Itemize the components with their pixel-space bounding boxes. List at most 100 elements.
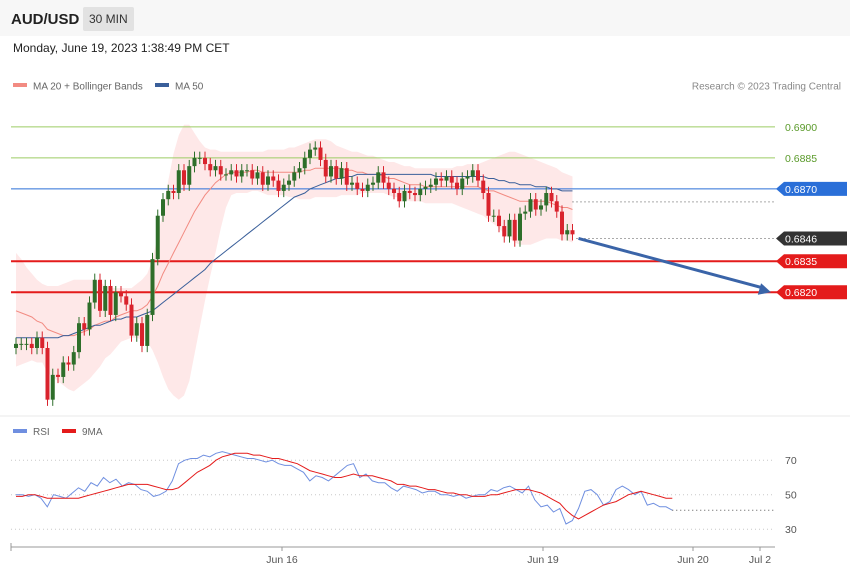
- candlestick: [14, 337, 18, 355]
- candle-body-bull: [145, 314, 150, 346]
- candlestick: [176, 164, 181, 200]
- candle-body-bull: [87, 302, 92, 330]
- candle-body-bull: [213, 166, 218, 171]
- candlestick: [329, 159, 333, 183]
- candlestick: [402, 184, 407, 208]
- candle-body-bull: [365, 184, 370, 191]
- candlestick: [323, 153, 328, 183]
- candle-body-bull: [518, 213, 522, 241]
- candlestick: [119, 286, 123, 303]
- candle-body-bear: [40, 337, 45, 348]
- candlestick: [266, 170, 270, 191]
- candle-body-bull: [161, 199, 165, 216]
- candle-body-bull: [35, 337, 39, 348]
- candle-body-bull: [371, 182, 375, 185]
- candlestick: [77, 317, 81, 359]
- candlestick: [87, 296, 92, 336]
- candle-body-bull: [92, 279, 97, 303]
- timeframe-button[interactable]: 30 MIN: [83, 7, 134, 31]
- candlestick: [287, 174, 291, 191]
- candle-body-bear: [208, 164, 213, 171]
- candle-body-bull: [103, 286, 108, 311]
- candlestick: [528, 193, 533, 218]
- candle-body-bear: [171, 190, 176, 193]
- candle-body-bull: [428, 184, 433, 187]
- candle-body-bear: [407, 190, 412, 193]
- candle-body-bull: [150, 259, 155, 315]
- candlestick: [439, 172, 444, 187]
- candle-body-bull: [434, 178, 438, 185]
- candle-body-bull: [14, 343, 18, 348]
- candle-body-bear: [554, 201, 559, 212]
- candle-body-bear: [260, 172, 265, 185]
- candlestick: [281, 178, 286, 198]
- ma20-legend-swatch: [13, 83, 27, 87]
- candlestick: [171, 184, 176, 200]
- candlestick: [418, 182, 423, 202]
- candlestick: [245, 164, 249, 177]
- candle-body-bear: [140, 323, 144, 346]
- candle-body-bull: [77, 323, 81, 353]
- resistance-label: 0.6900: [785, 122, 817, 134]
- candle-body-bull: [339, 168, 344, 179]
- candle-body-bear: [29, 343, 34, 348]
- candlestick: [423, 180, 428, 196]
- candlestick: [481, 174, 486, 200]
- candlestick: [129, 298, 134, 342]
- ma20-legend-label: MA 20 + Bollinger Bands: [33, 82, 143, 93]
- candle-body-bear: [439, 178, 444, 181]
- candle-body-bear: [570, 230, 575, 235]
- candlestick: [187, 159, 192, 191]
- candlestick: [318, 141, 323, 167]
- candlestick: [276, 174, 281, 198]
- candlestick: [45, 341, 50, 406]
- candle-body-bull: [565, 230, 570, 235]
- candlestick: [255, 166, 260, 185]
- candlestick: [103, 279, 108, 317]
- candlestick: [19, 337, 24, 351]
- candlestick: [82, 317, 87, 336]
- candlestick: [98, 273, 102, 317]
- candlestick: [140, 317, 144, 353]
- candle-body-bull: [155, 215, 160, 260]
- candle-body-bull: [507, 219, 512, 237]
- bollinger-band: [16, 124, 573, 400]
- candle-body-bear: [218, 166, 223, 175]
- support-price-label: 0.6820: [785, 287, 817, 299]
- candle-body-bull: [281, 184, 286, 191]
- candle-body-bear: [386, 182, 391, 189]
- candle-body-bear: [203, 157, 207, 165]
- candlestick: [470, 164, 475, 183]
- candle-body-bull: [229, 170, 234, 175]
- candlestick: [397, 186, 402, 208]
- candlestick: [565, 224, 570, 241]
- candlestick: [554, 195, 559, 218]
- candle-body-bull: [350, 182, 354, 185]
- candle-body-bull: [24, 343, 29, 345]
- candle-body-bull: [313, 147, 318, 150]
- candle-body-bull: [255, 172, 260, 179]
- candlestick: [40, 331, 45, 355]
- candle-body-bear: [355, 182, 360, 189]
- rsi-tick-label: 70: [785, 455, 797, 467]
- candle-body-bull: [166, 190, 171, 200]
- candle-body-bear: [381, 172, 386, 183]
- candlestick: [413, 186, 417, 202]
- candlestick: [360, 182, 365, 198]
- candlestick: [297, 162, 302, 179]
- candle-body-bull: [19, 343, 24, 345]
- candle-body-bear: [392, 188, 396, 193]
- candlestick: [213, 159, 218, 177]
- candlestick: [455, 176, 459, 196]
- candlestick: [61, 356, 66, 384]
- credit-label: Research © 2023 Trading Central: [692, 82, 841, 93]
- candlestick: [344, 162, 349, 191]
- candle-body-bull: [539, 205, 543, 210]
- candle-body-bear: [271, 176, 276, 181]
- candlestick: [355, 176, 360, 196]
- candle-body-bear: [45, 348, 50, 400]
- candlestick: [124, 290, 129, 311]
- candlestick: [465, 170, 470, 185]
- candlestick: [66, 356, 71, 371]
- candle-body-bull: [470, 170, 475, 177]
